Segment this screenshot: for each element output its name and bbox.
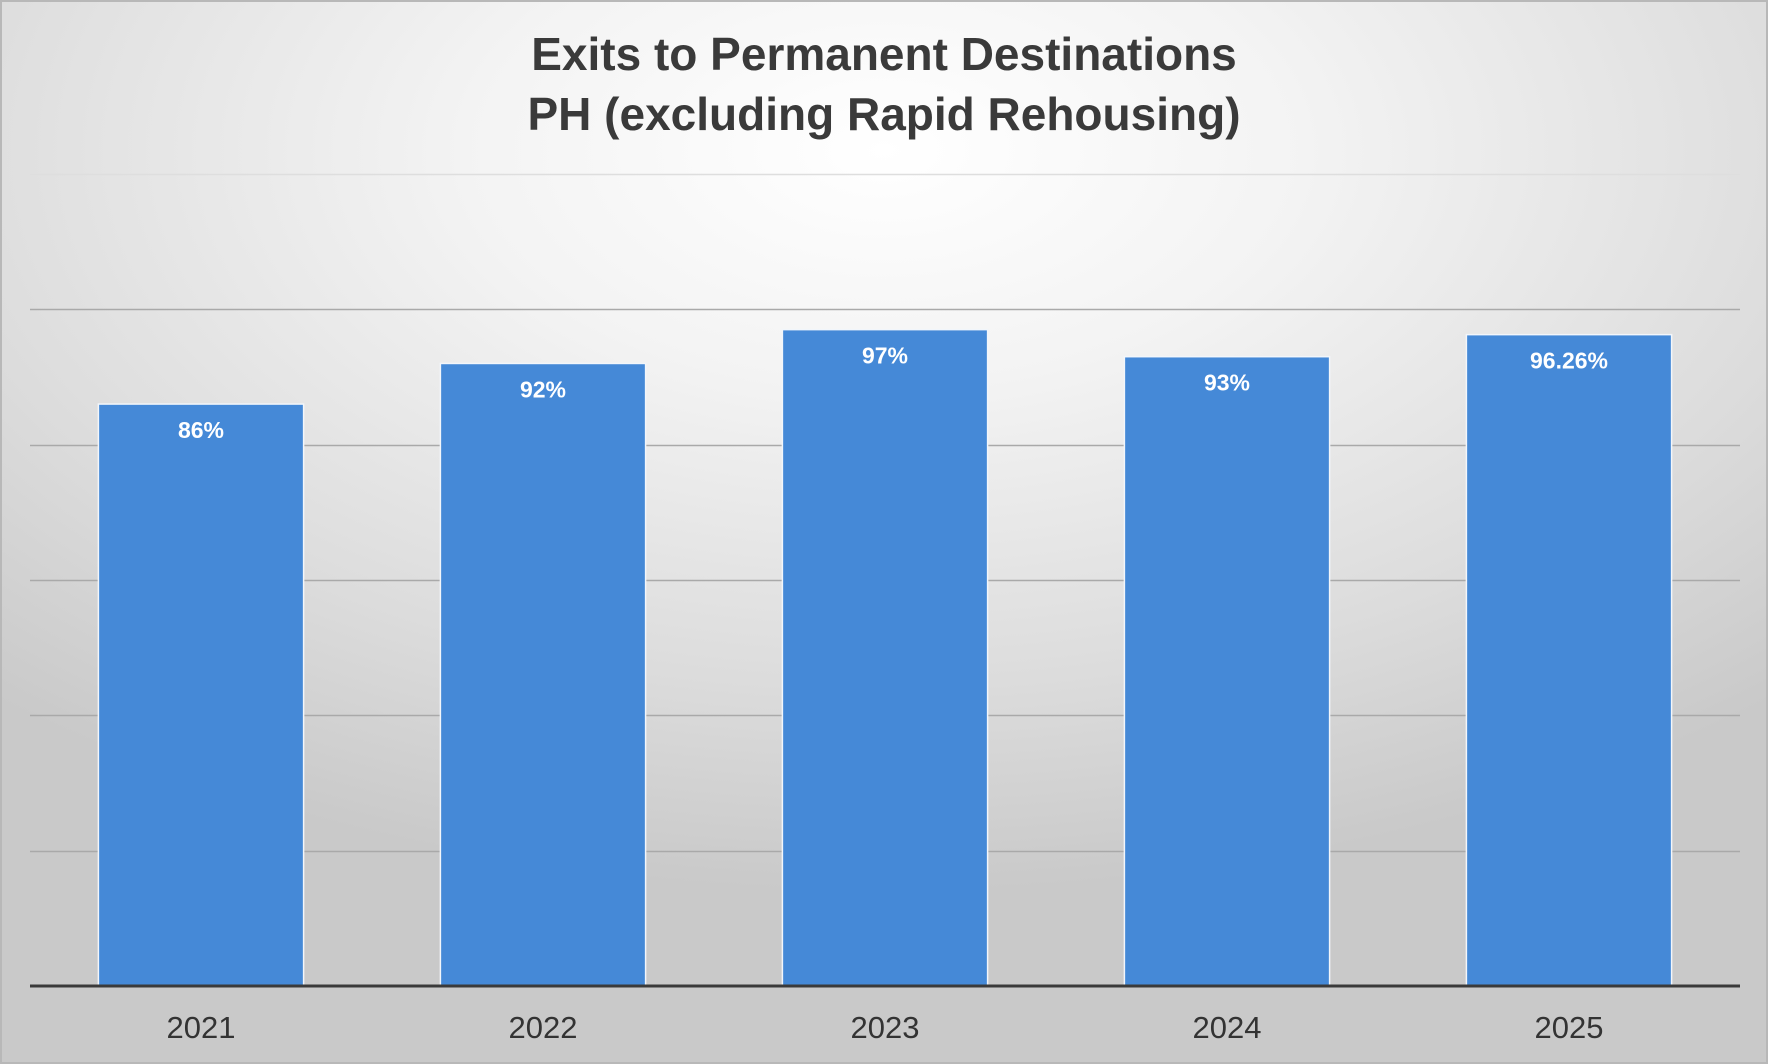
bar-2025 <box>1465 333 1673 987</box>
bar-2023 <box>781 328 989 987</box>
data-label-2021: 86% <box>178 417 224 443</box>
data-labels: 86% 92% 97% 93% 96.26% <box>178 343 1608 443</box>
bars <box>97 328 1673 987</box>
data-label-2025: 96.26% <box>1530 348 1608 374</box>
chart-title: Exits to Permanent Destinations PH (excl… <box>2 24 1766 144</box>
bar-2021 <box>97 403 305 987</box>
data-label-2023: 97% <box>862 343 908 369</box>
x-tick-labels: 2021 2022 2023 2024 2025 <box>167 1010 1604 1045</box>
bar-2022 <box>439 362 647 987</box>
x-tick-2025: 2025 <box>1535 1010 1604 1045</box>
chart-title-line: Exits to Permanent Destinations <box>531 28 1237 80</box>
x-tick-2024: 2024 <box>1193 1010 1262 1045</box>
bar-2024 <box>1123 355 1331 987</box>
x-tick-2021: 2021 <box>167 1010 236 1045</box>
chart-subtitle-line: PH (excluding Rapid Rehousing) <box>527 88 1241 140</box>
x-tick-2023: 2023 <box>851 1010 920 1045</box>
data-label-2022: 92% <box>520 376 566 402</box>
x-tick-2022: 2022 <box>509 1010 578 1045</box>
data-label-2024: 93% <box>1204 370 1250 396</box>
